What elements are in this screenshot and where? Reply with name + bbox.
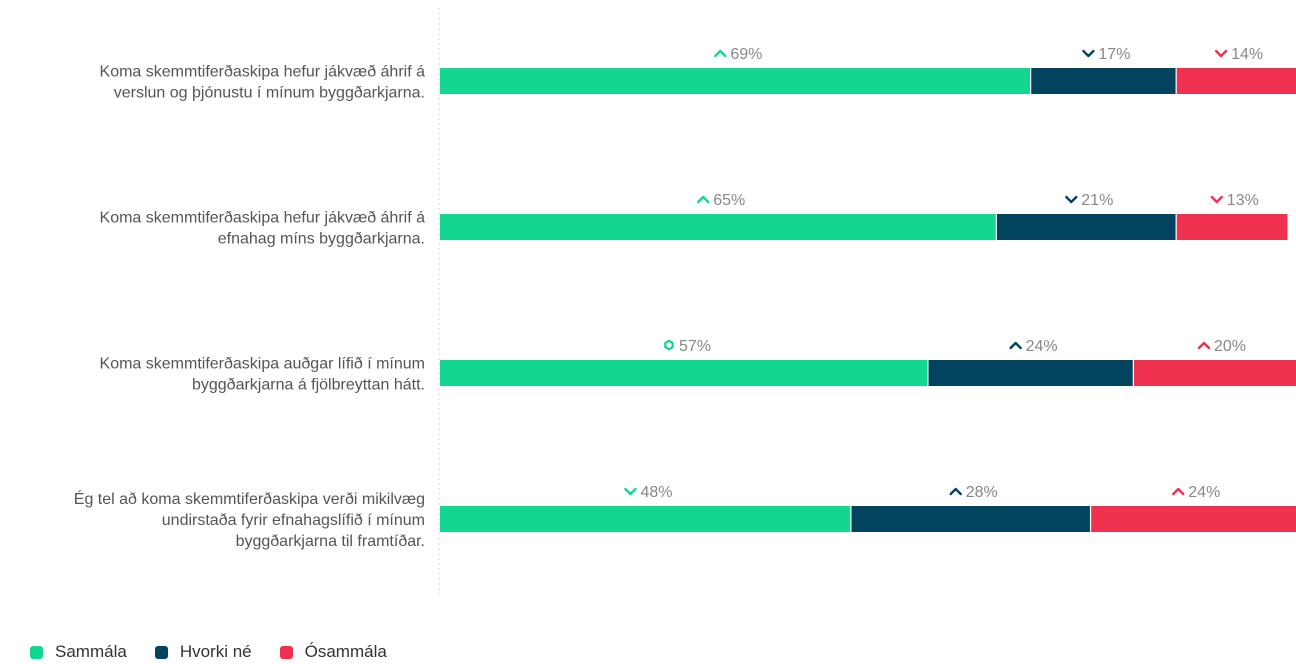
category-label: byggðarkjarna á fjölbreyttan hátt. [192, 377, 425, 394]
bar-row: Ég tel að koma skemmtiferðaskipa verði m… [74, 484, 1296, 550]
bar-segment [440, 68, 1031, 94]
trend-down-icon [1065, 195, 1078, 204]
legend-label: Sammála [55, 642, 127, 661]
stacked-bar-chart: Koma skemmtiferðaskipa hefur jákvæð áhri… [74, 8, 1296, 596]
value-label: 28% [966, 484, 998, 501]
bar-segment [440, 506, 851, 532]
bar-segment [996, 214, 1177, 240]
legend-swatch [279, 645, 293, 659]
legend-label: Hvorki né [179, 642, 252, 661]
trend-up-icon [1172, 487, 1185, 496]
value-label: 69% [730, 46, 762, 63]
value-label: 65% [713, 192, 745, 209]
trend-down-icon [1210, 195, 1224, 204]
bar-segment [850, 506, 1091, 532]
category-label: verslun og þjónustu í mínum byggðarkjarn… [114, 85, 425, 102]
value-label: 24% [1026, 338, 1058, 355]
bar-segment [1030, 68, 1177, 94]
category-label: byggðarkjarna til framtíðar. [236, 533, 425, 550]
trend-down-icon [624, 487, 637, 496]
legend-item[interactable]: Hvorki né [154, 642, 252, 662]
bar-segment [1176, 68, 1296, 94]
category-label: Ég tel að koma skemmtiferðaskipa verði m… [74, 489, 425, 508]
category-label: efnahag míns byggðarkjarna. [218, 231, 425, 248]
value-label: 24% [1188, 484, 1220, 501]
trend-up-icon [714, 49, 727, 58]
bar-segment [440, 214, 997, 240]
trend-down-icon [1214, 49, 1228, 58]
bar-segment [440, 360, 928, 386]
bar-segment [1176, 214, 1288, 240]
bar-row: Koma skemmtiferðaskipa hefur jákvæð áhri… [100, 192, 1288, 248]
category-label: undirstaða fyrir efnahagslífið í mínum [162, 512, 425, 529]
value-label: 57% [679, 338, 711, 355]
trend-same-icon [664, 339, 674, 351]
trend-up-icon [1009, 341, 1022, 350]
legend: Sammála Hvorki né Ósammála [30, 640, 387, 664]
bar-segment [1090, 506, 1296, 532]
category-label: Koma skemmtiferðaskipa hefur jákvæð áhri… [100, 210, 426, 227]
trend-up-icon [697, 195, 710, 204]
value-label: 13% [1227, 192, 1259, 209]
category-label: Koma skemmtiferðaskipa auðgar lífið í mí… [100, 356, 425, 373]
category-label: Koma skemmtiferðaskipa hefur jákvæð áhri… [100, 64, 426, 81]
value-label: 14% [1231, 46, 1263, 63]
legend-item[interactable]: Ósammála [279, 642, 387, 662]
trend-down-icon [1082, 49, 1095, 58]
value-label: 48% [640, 484, 672, 501]
trend-up-icon [1197, 341, 1211, 350]
bar-row: Koma skemmtiferðaskipa auðgar lífið í mí… [100, 338, 1296, 394]
value-label: 20% [1214, 338, 1246, 355]
value-label: 17% [1098, 46, 1130, 63]
bar-row: Koma skemmtiferðaskipa hefur jákvæð áhri… [100, 46, 1296, 102]
legend-label: Ósammála [304, 642, 387, 661]
legend-swatch [30, 645, 43, 659]
value-label: 21% [1081, 192, 1113, 209]
legend-swatch [154, 645, 168, 659]
trend-up-icon [949, 487, 962, 496]
legend-item[interactable]: Sammála [30, 642, 127, 662]
bar-segment [1133, 360, 1296, 386]
bar-segment [927, 360, 1134, 386]
